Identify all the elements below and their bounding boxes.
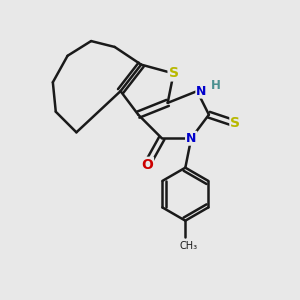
Text: H: H	[211, 79, 221, 92]
Text: S: S	[230, 116, 240, 130]
Text: N: N	[196, 85, 207, 98]
Text: O: O	[141, 158, 153, 172]
Text: S: S	[169, 66, 178, 80]
Text: CH₃: CH₃	[179, 241, 197, 251]
Text: N: N	[186, 132, 196, 145]
